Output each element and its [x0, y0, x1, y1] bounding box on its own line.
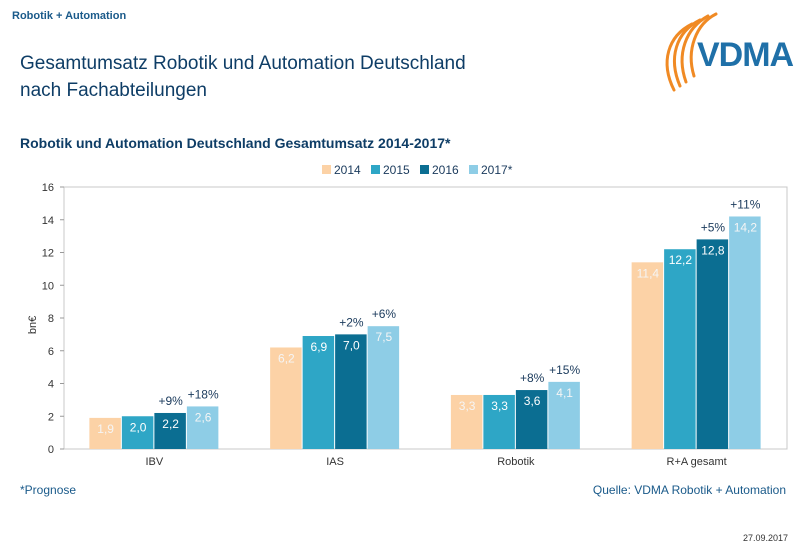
bar [696, 239, 729, 449]
growth-annotation: +11% [730, 197, 760, 211]
growth-annotation: +5% [701, 220, 726, 234]
bar [664, 249, 696, 449]
chart-legend: 2014 2015 2016 2017* [322, 163, 513, 177]
y-tick-label: 10 [42, 280, 54, 292]
bar-value-label: 6,9 [311, 340, 328, 354]
bar-value-label: 12,2 [669, 253, 693, 267]
growth-annotation: +6% [372, 307, 397, 321]
growth-annotation: +15% [549, 363, 580, 377]
bar [89, 417, 121, 449]
x-tick-label: IAS [326, 456, 344, 468]
bar [515, 390, 548, 449]
bar-value-label: 11,4 [637, 266, 660, 280]
y-tick-label: 14 [42, 215, 54, 227]
bar [631, 262, 664, 449]
bar-value-label: 14,2 [734, 220, 758, 234]
legend-label: 2015 [383, 163, 410, 177]
source-note: Quelle: VDMA Robotik + Automation [592, 483, 786, 497]
bar-value-label: 1,9 [97, 422, 114, 436]
bar-value-label: 3,3 [491, 399, 508, 413]
bar [186, 406, 219, 449]
logo-text: VDMA [697, 36, 794, 74]
y-axis-label: bn€ [27, 316, 39, 334]
bar [548, 381, 580, 449]
y-tick-label: 12 [42, 248, 54, 260]
growth-annotation: +8% [520, 371, 545, 385]
bar-value-label: 2,0 [130, 420, 147, 434]
bar [121, 416, 154, 449]
bar [302, 336, 335, 449]
bar [450, 394, 483, 449]
x-axis: IBV IAS Robotik R+A gesamt [146, 456, 727, 468]
bar-chart: 2014 2015 2016 2017* 0 2 4 6 8 10 12 14 16 bn€ 1,9 2… [27, 163, 788, 468]
bar [270, 347, 302, 449]
y-tick-label: 2 [48, 411, 54, 423]
footnote: *Prognose [20, 483, 77, 497]
bar-value-label: 2,6 [195, 410, 212, 424]
growth-annotation: +2% [339, 315, 364, 329]
y-tick-label: 0 [48, 444, 54, 456]
legend-swatch-2016 [420, 165, 429, 174]
page-title: Gesamtumsatz Robotik und Automation Deut… [20, 50, 620, 104]
bar-value-label: 4,1 [556, 386, 573, 400]
section-kicker: Robotik + Automation [12, 10, 127, 22]
bar [335, 334, 367, 449]
y-tick-label: 6 [48, 346, 54, 358]
bar [154, 412, 186, 449]
bar [483, 394, 515, 449]
bar-value-label: 6,2 [278, 351, 295, 365]
y-tick-label: 8 [48, 313, 54, 325]
bar-value-label: 3,6 [524, 394, 541, 408]
bar-value-label: 7,5 [376, 330, 393, 344]
y-tick-label: 4 [48, 379, 54, 391]
bar [729, 216, 761, 449]
y-tick-label: 16 [42, 182, 54, 194]
title-line-2: nach Fachabteilungen [20, 80, 207, 101]
legend-label: 2016 [432, 163, 459, 177]
legend-swatch-2017 [469, 165, 478, 174]
x-tick-label: R+A gesamt [667, 456, 727, 468]
bar-value-label: 12,8 [701, 243, 725, 257]
vdma-logo-icon [665, 12, 718, 92]
y-axis: 0 2 4 6 8 10 12 14 16 [42, 182, 64, 456]
bar-value-label: 3,3 [459, 399, 476, 413]
bar [367, 326, 400, 449]
x-tick-label: Robotik [497, 456, 535, 468]
bar-group: 1,9 2,0 2,2 +9% 2,6 +18% 6,2 6,9 7,0 +2% 7,5 +6% 3,3… [89, 197, 761, 449]
legend-swatch-2014 [322, 165, 331, 174]
chart-title: Robotik und Automation Deutschland Gesam… [20, 135, 451, 151]
bar-value-label: 2,2 [162, 417, 179, 431]
x-tick-label: IBV [146, 456, 164, 468]
growth-annotation: +9% [158, 394, 183, 408]
legend-label: 2017* [481, 163, 513, 177]
legend-label: 2014 [334, 163, 361, 177]
legend-swatch-2015 [371, 165, 380, 174]
growth-annotation: +18% [188, 387, 219, 401]
date-stamp: 27.09.2017 [742, 533, 788, 543]
bar-value-label: 7,0 [343, 338, 360, 352]
title-line-1: Gesamtumsatz Robotik und Automation Deut… [20, 53, 466, 74]
